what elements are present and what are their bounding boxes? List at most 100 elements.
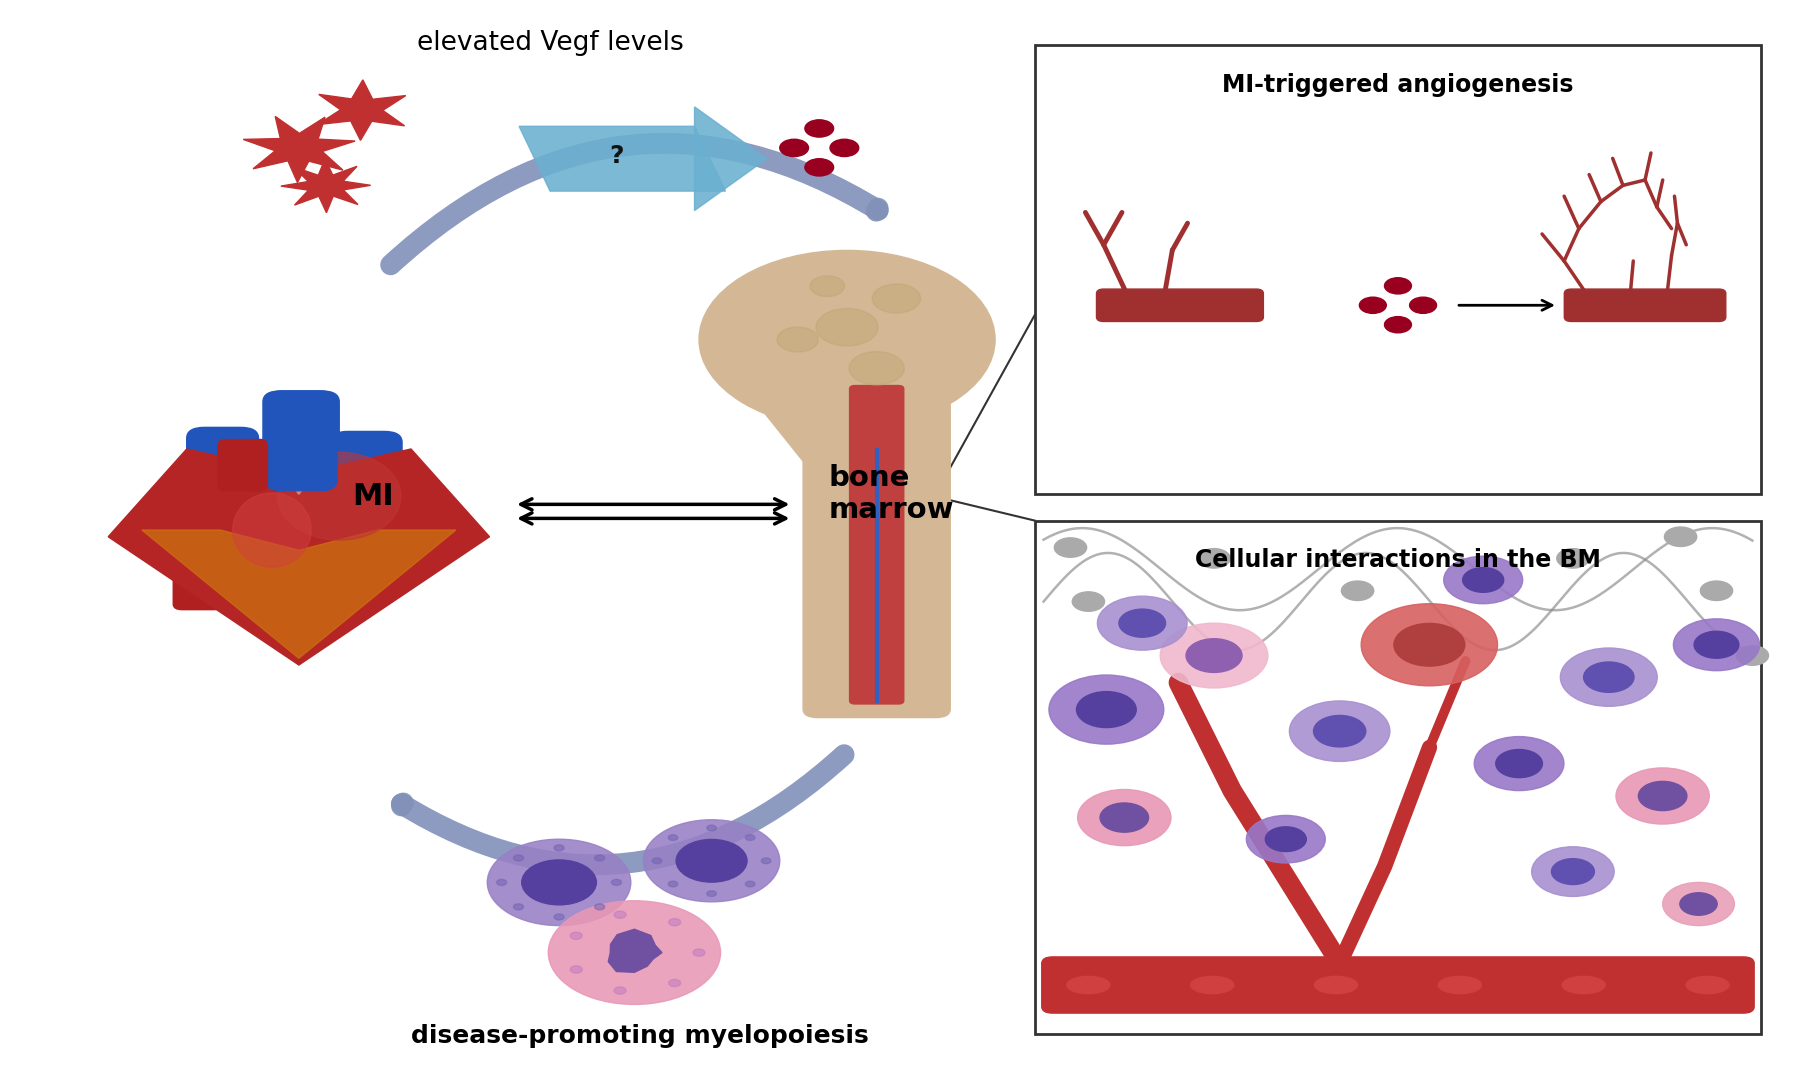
FancyArrowPatch shape <box>391 144 878 266</box>
Circle shape <box>830 140 859 157</box>
Circle shape <box>1663 882 1735 926</box>
Circle shape <box>1701 582 1733 601</box>
Circle shape <box>1679 893 1717 916</box>
Circle shape <box>1557 549 1589 569</box>
Polygon shape <box>243 117 355 183</box>
Circle shape <box>497 880 506 885</box>
Text: MI-triggered angiogenesis: MI-triggered angiogenesis <box>1222 73 1573 97</box>
Circle shape <box>1665 527 1697 547</box>
Circle shape <box>1265 827 1307 852</box>
Circle shape <box>1496 750 1543 778</box>
Ellipse shape <box>1190 976 1233 994</box>
Circle shape <box>698 251 995 429</box>
Circle shape <box>668 919 680 926</box>
Circle shape <box>549 901 720 1005</box>
Circle shape <box>668 881 679 888</box>
Circle shape <box>1100 803 1148 832</box>
FancyBboxPatch shape <box>329 432 401 514</box>
Circle shape <box>1078 790 1172 846</box>
Polygon shape <box>518 127 725 192</box>
Circle shape <box>643 820 779 902</box>
Text: elevated Vegf levels: elevated Vegf levels <box>418 29 684 55</box>
Ellipse shape <box>1687 976 1730 994</box>
Circle shape <box>1076 692 1136 728</box>
FancyBboxPatch shape <box>1035 46 1762 494</box>
Circle shape <box>571 932 581 940</box>
Circle shape <box>1073 592 1105 612</box>
Circle shape <box>805 159 833 177</box>
Polygon shape <box>108 449 490 665</box>
Circle shape <box>1359 297 1386 314</box>
FancyBboxPatch shape <box>196 439 281 469</box>
Circle shape <box>1444 557 1523 604</box>
Circle shape <box>1197 549 1229 569</box>
Circle shape <box>1120 610 1166 638</box>
Text: MI: MI <box>353 482 394 511</box>
Circle shape <box>1098 597 1188 650</box>
Text: bone
marrow: bone marrow <box>828 463 954 524</box>
Polygon shape <box>142 531 455 659</box>
Circle shape <box>513 904 524 910</box>
Circle shape <box>745 834 754 841</box>
Circle shape <box>1552 859 1595 884</box>
Circle shape <box>1694 631 1739 659</box>
FancyBboxPatch shape <box>265 392 337 492</box>
Circle shape <box>1246 816 1325 863</box>
Circle shape <box>1463 567 1503 592</box>
Circle shape <box>614 911 626 918</box>
Circle shape <box>1186 639 1242 673</box>
Circle shape <box>1532 847 1615 896</box>
Circle shape <box>1314 716 1366 748</box>
FancyBboxPatch shape <box>803 340 950 718</box>
Circle shape <box>1737 647 1769 665</box>
FancyArrowPatch shape <box>401 755 844 865</box>
Circle shape <box>1638 781 1687 810</box>
Text: ?: ? <box>608 144 623 168</box>
Circle shape <box>1384 317 1411 333</box>
Circle shape <box>1616 768 1710 825</box>
FancyBboxPatch shape <box>850 386 904 704</box>
Circle shape <box>522 860 596 905</box>
FancyBboxPatch shape <box>263 392 338 487</box>
Circle shape <box>594 855 605 861</box>
Circle shape <box>1409 297 1436 314</box>
Polygon shape <box>281 159 371 214</box>
Circle shape <box>1341 582 1373 601</box>
Text: disease-promoting myelopoiesis: disease-promoting myelopoiesis <box>410 1023 869 1048</box>
Ellipse shape <box>1562 976 1606 994</box>
Circle shape <box>1561 648 1658 706</box>
Circle shape <box>1055 538 1087 558</box>
Circle shape <box>1393 624 1465 666</box>
Circle shape <box>815 309 878 346</box>
Circle shape <box>778 328 819 353</box>
Circle shape <box>668 980 680 986</box>
Circle shape <box>761 858 770 864</box>
Circle shape <box>1161 624 1267 688</box>
FancyBboxPatch shape <box>173 492 223 610</box>
Ellipse shape <box>232 494 311 567</box>
Circle shape <box>612 880 621 885</box>
FancyBboxPatch shape <box>1096 290 1264 322</box>
Circle shape <box>1384 278 1411 294</box>
Polygon shape <box>695 107 767 212</box>
FancyBboxPatch shape <box>1564 290 1726 322</box>
Text: Cellular interactions in the BM: Cellular interactions in the BM <box>1195 548 1600 572</box>
Circle shape <box>554 845 563 851</box>
FancyBboxPatch shape <box>1035 521 1762 1034</box>
Polygon shape <box>317 80 405 141</box>
Circle shape <box>594 904 605 910</box>
Polygon shape <box>608 930 662 972</box>
Circle shape <box>805 120 833 138</box>
Circle shape <box>850 353 904 385</box>
Circle shape <box>488 840 630 926</box>
Ellipse shape <box>1067 976 1111 994</box>
Circle shape <box>1474 737 1564 791</box>
Circle shape <box>652 858 662 864</box>
FancyBboxPatch shape <box>187 427 259 514</box>
Circle shape <box>677 840 747 882</box>
FancyBboxPatch shape <box>808 343 905 444</box>
FancyBboxPatch shape <box>218 439 268 492</box>
Circle shape <box>707 826 716 831</box>
Ellipse shape <box>277 452 401 540</box>
Circle shape <box>693 949 706 956</box>
